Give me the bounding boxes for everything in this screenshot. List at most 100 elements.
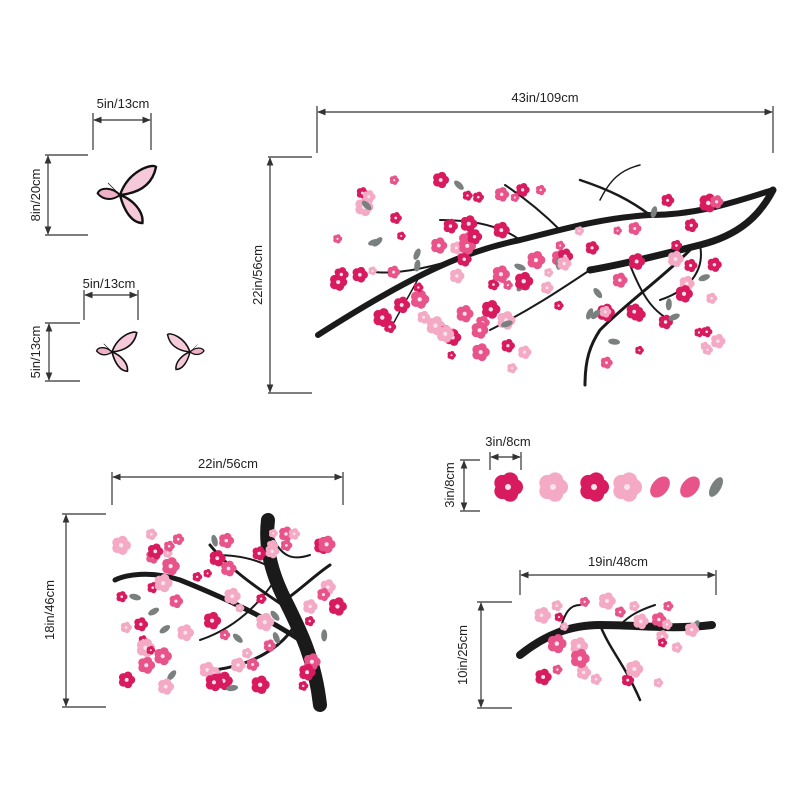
- leaf: [593, 287, 603, 299]
- blossom: [598, 592, 616, 610]
- blossom: [299, 663, 316, 681]
- blossom: [626, 303, 643, 320]
- leaf: [167, 670, 177, 681]
- blossom: [460, 215, 478, 233]
- petal-height-label: 3in/8cm: [442, 462, 457, 508]
- blossom: [541, 281, 554, 295]
- leaf: [591, 309, 601, 320]
- butterfly: [95, 331, 138, 373]
- blossom: [303, 599, 318, 614]
- blossom: [318, 535, 336, 554]
- blossom: [279, 526, 294, 542]
- leaf: [129, 593, 141, 601]
- blossom: [164, 540, 175, 552]
- butterfly: [96, 164, 158, 225]
- butterfly-pair-width-label: 5in/13cm: [83, 276, 136, 291]
- blossom: [628, 221, 642, 236]
- blossom: [203, 611, 222, 630]
- blossom: [471, 321, 489, 339]
- blossom: [614, 606, 626, 618]
- blossom: [534, 607, 550, 623]
- blossom: [288, 528, 301, 540]
- blossom: [362, 190, 376, 204]
- blossom: [246, 657, 260, 671]
- blossom: [510, 193, 520, 203]
- blossom: [373, 308, 392, 328]
- butterfly: [166, 333, 205, 371]
- blossom: [535, 668, 552, 686]
- blossom: [162, 557, 180, 576]
- blossom: [711, 333, 726, 349]
- blossom: [684, 622, 700, 637]
- leaf: [226, 684, 239, 692]
- petal-flower: [580, 472, 609, 502]
- blossom: [242, 647, 253, 659]
- butterfly-large-height-label: 8in/20cm: [28, 169, 43, 222]
- blossom: [527, 250, 546, 270]
- butterfly-artwork: [95, 164, 205, 373]
- large-branch-height-label: 22in/56cm: [250, 245, 265, 305]
- blossom: [671, 239, 683, 252]
- blossom: [707, 257, 722, 272]
- blossom: [235, 603, 245, 613]
- blossom: [628, 253, 646, 270]
- blossom: [554, 612, 564, 622]
- leaf: [232, 633, 243, 643]
- blossom: [552, 664, 563, 675]
- blossom: [662, 619, 673, 630]
- blossom: [112, 535, 131, 555]
- single-petal: [650, 476, 670, 498]
- leaf: [270, 610, 280, 621]
- blossom: [629, 600, 640, 612]
- petal-set: [494, 472, 723, 502]
- blossom: [488, 278, 500, 291]
- leaf: [698, 274, 710, 282]
- blossom: [219, 629, 231, 641]
- blossom: [158, 678, 175, 695]
- blossom: [585, 241, 600, 255]
- leaf: [650, 206, 658, 218]
- small-branch: [516, 604, 716, 702]
- blossom: [154, 573, 173, 593]
- blossom: [555, 240, 566, 251]
- dimension-lines: [44, 106, 774, 709]
- blossom: [507, 363, 518, 374]
- blossom: [397, 231, 406, 241]
- blossom: [492, 265, 510, 283]
- blossom: [515, 271, 534, 291]
- blossom: [251, 675, 270, 695]
- leaf: [361, 200, 372, 211]
- blossom: [256, 612, 275, 632]
- blossom: [304, 615, 315, 627]
- blossom: [493, 221, 510, 239]
- blossom: [658, 314, 674, 330]
- blossom: [694, 327, 704, 338]
- blossom: [219, 532, 235, 549]
- leaf: [413, 248, 421, 260]
- blossom: [256, 593, 267, 604]
- blossom: [192, 571, 203, 582]
- blossom: [298, 680, 309, 691]
- leaf: [159, 625, 171, 634]
- leaf: [501, 320, 513, 328]
- blossom: [450, 268, 465, 284]
- leaf: [709, 477, 723, 497]
- leaf: [414, 259, 421, 272]
- leaf: [148, 607, 160, 616]
- blossom: [626, 660, 644, 678]
- petal-width-label: 3in/8cm: [485, 434, 531, 449]
- blossom: [701, 326, 713, 338]
- blossom: [437, 325, 455, 343]
- blossom: [671, 642, 683, 653]
- blossom: [263, 639, 276, 652]
- blossom: [544, 268, 554, 278]
- blossom: [387, 265, 401, 279]
- blossom: [390, 212, 402, 225]
- blossom: [147, 543, 164, 560]
- blossom: [221, 560, 237, 577]
- blossom: [394, 296, 411, 314]
- blossom: [518, 345, 532, 359]
- blossom: [482, 299, 501, 319]
